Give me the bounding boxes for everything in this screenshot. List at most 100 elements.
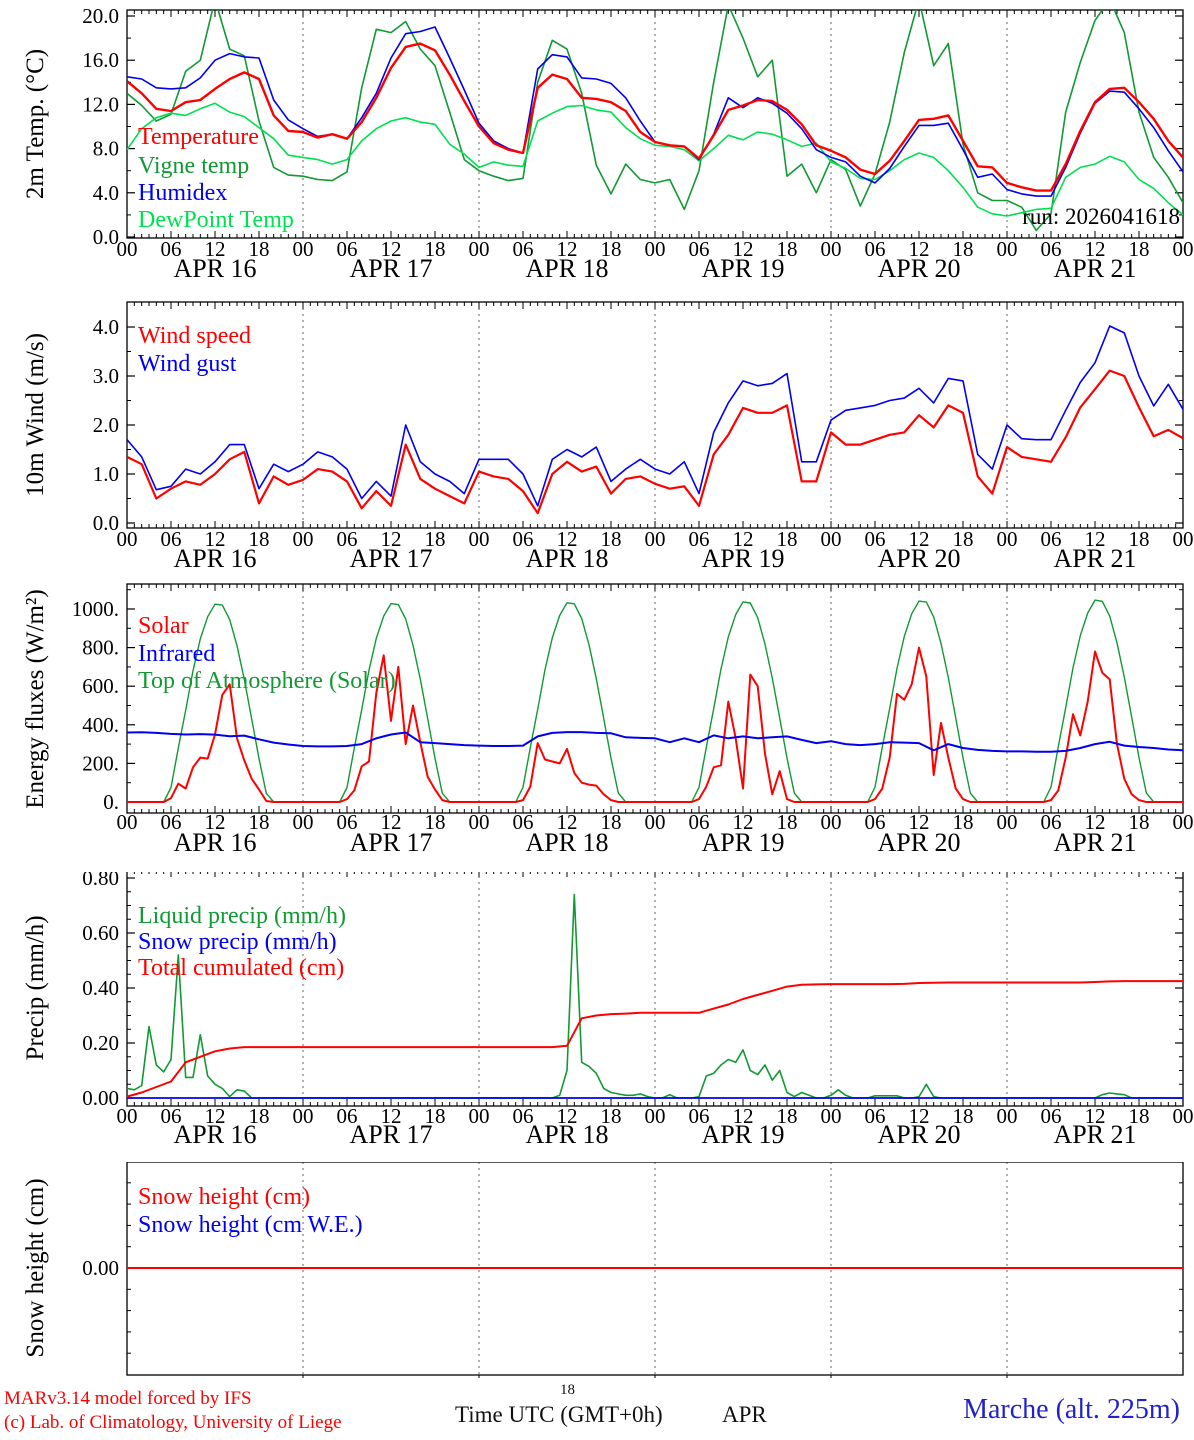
x-axis-time-label: Time UTC (GMT+0h) [455,1402,663,1427]
svg-text:00: 00 [645,237,666,261]
svg-text:12: 12 [909,810,930,834]
svg-text:0.20: 0.20 [82,1031,119,1055]
svg-text:APR 18: APR 18 [525,254,608,283]
svg-text:06: 06 [161,527,182,551]
svg-text:12: 12 [909,237,930,261]
svg-text:06: 06 [865,527,886,551]
svg-text:06: 06 [513,1104,534,1128]
svg-text:06: 06 [1041,527,1062,551]
svg-text:06: 06 [337,810,358,834]
svg-text:0.80: 0.80 [82,872,119,890]
svg-text:00: 00 [1173,1104,1194,1128]
svg-text:12: 12 [381,810,402,834]
svg-text:APR 20: APR 20 [877,1120,960,1149]
svg-text:APR 20: APR 20 [877,828,960,857]
svg-text:18: 18 [601,1104,622,1128]
svg-text:00: 00 [821,527,842,551]
svg-text:18: 18 [425,237,446,261]
svg-text:12: 12 [1085,237,1106,261]
svg-text:06: 06 [865,1104,886,1128]
svg-text:18: 18 [777,237,798,261]
svg-text:18: 18 [1129,237,1150,261]
svg-text:18: 18 [425,810,446,834]
svg-text:00: 00 [645,527,666,551]
svg-text:18: 18 [953,527,974,551]
svg-text:0.00: 0.00 [82,1256,119,1280]
svg-text:00: 00 [997,810,1018,834]
svg-text:APR 16: APR 16 [173,828,256,857]
svg-text:18: 18 [953,810,974,834]
svg-text:00: 00 [1173,810,1194,834]
svg-text:0.0: 0.0 [93,511,119,535]
svg-text:12: 12 [205,237,226,261]
svg-text:00: 00 [997,1104,1018,1128]
svg-text:APR 17: APR 17 [349,254,432,283]
precip-panel-chart: 0.00 0.20 0.40 0.60 0.80 00 06 12 18 00 06 12 18 00 06… [82,872,1194,1149]
svg-text:APR 19: APR 19 [701,1120,784,1149]
svg-text:600.: 600. [82,674,119,698]
svg-text:1.0: 1.0 [93,462,119,486]
svg-text:APR 17: APR 17 [349,828,432,857]
snow-height-panel-chart: 0.00 [82,1162,1184,1378]
svg-text:00: 00 [469,810,490,834]
model-credit-line1: MARv3.14 model forced by IFS [4,1388,252,1409]
svg-text:00: 00 [293,527,314,551]
svg-text:00: 00 [997,237,1018,261]
svg-text:06: 06 [1041,1104,1062,1128]
svg-text:400.: 400. [82,713,119,737]
svg-text:00: 00 [469,527,490,551]
svg-text:06: 06 [161,810,182,834]
svg-text:18: 18 [1129,1104,1150,1128]
svg-text:APR 21: APR 21 [1053,254,1136,283]
svg-text:00: 00 [997,527,1018,551]
svg-text:06: 06 [689,237,710,261]
svg-text:12: 12 [1085,527,1106,551]
svg-text:18: 18 [1129,810,1150,834]
svg-text:00: 00 [117,237,138,261]
svg-text:2.0: 2.0 [93,413,119,437]
svg-text:18: 18 [249,810,270,834]
svg-text:18: 18 [777,527,798,551]
svg-text:06: 06 [865,810,886,834]
svg-text:00: 00 [293,1104,314,1128]
svg-text:06: 06 [1041,237,1062,261]
svg-text:12: 12 [557,810,578,834]
svg-text:06: 06 [689,527,710,551]
svg-text:APR 19: APR 19 [701,254,784,283]
svg-text:06: 06 [513,237,534,261]
svg-text:18: 18 [249,1104,270,1128]
svg-text:06: 06 [865,237,886,261]
svg-text:18: 18 [601,237,622,261]
svg-text:APR 20: APR 20 [877,544,960,573]
svg-text:18: 18 [953,237,974,261]
svg-text:8.0: 8.0 [93,137,119,161]
svg-text:18: 18 [425,1104,446,1128]
x-axis-month-label: APR [722,1402,767,1427]
svg-text:00: 00 [645,810,666,834]
svg-text:18: 18 [953,1104,974,1128]
svg-text:APR 21: APR 21 [1053,1120,1136,1149]
svg-text:00: 00 [645,1104,666,1128]
svg-text:18: 18 [777,810,798,834]
svg-text:APR 21: APR 21 [1053,828,1136,857]
svg-text:18: 18 [601,810,622,834]
svg-text:12: 12 [205,810,226,834]
svg-text:12: 12 [381,527,402,551]
svg-text:12: 12 [909,527,930,551]
svg-text:0.40: 0.40 [82,976,119,1000]
svg-text:APR 17: APR 17 [349,544,432,573]
svg-text:12: 12 [205,1104,226,1128]
svg-text:APR 16: APR 16 [173,254,256,283]
svg-text:00: 00 [821,237,842,261]
svg-text:12: 12 [733,1104,754,1128]
svg-text:APR 18: APR 18 [525,1120,608,1149]
svg-text:06: 06 [337,237,358,261]
svg-text:00: 00 [117,810,138,834]
svg-text:3.0: 3.0 [93,364,119,388]
svg-text:00: 00 [821,1104,842,1128]
svg-text:06: 06 [689,1104,710,1128]
svg-text:APR 20: APR 20 [877,254,960,283]
svg-text:12: 12 [381,237,402,261]
svg-text:12: 12 [1085,810,1106,834]
